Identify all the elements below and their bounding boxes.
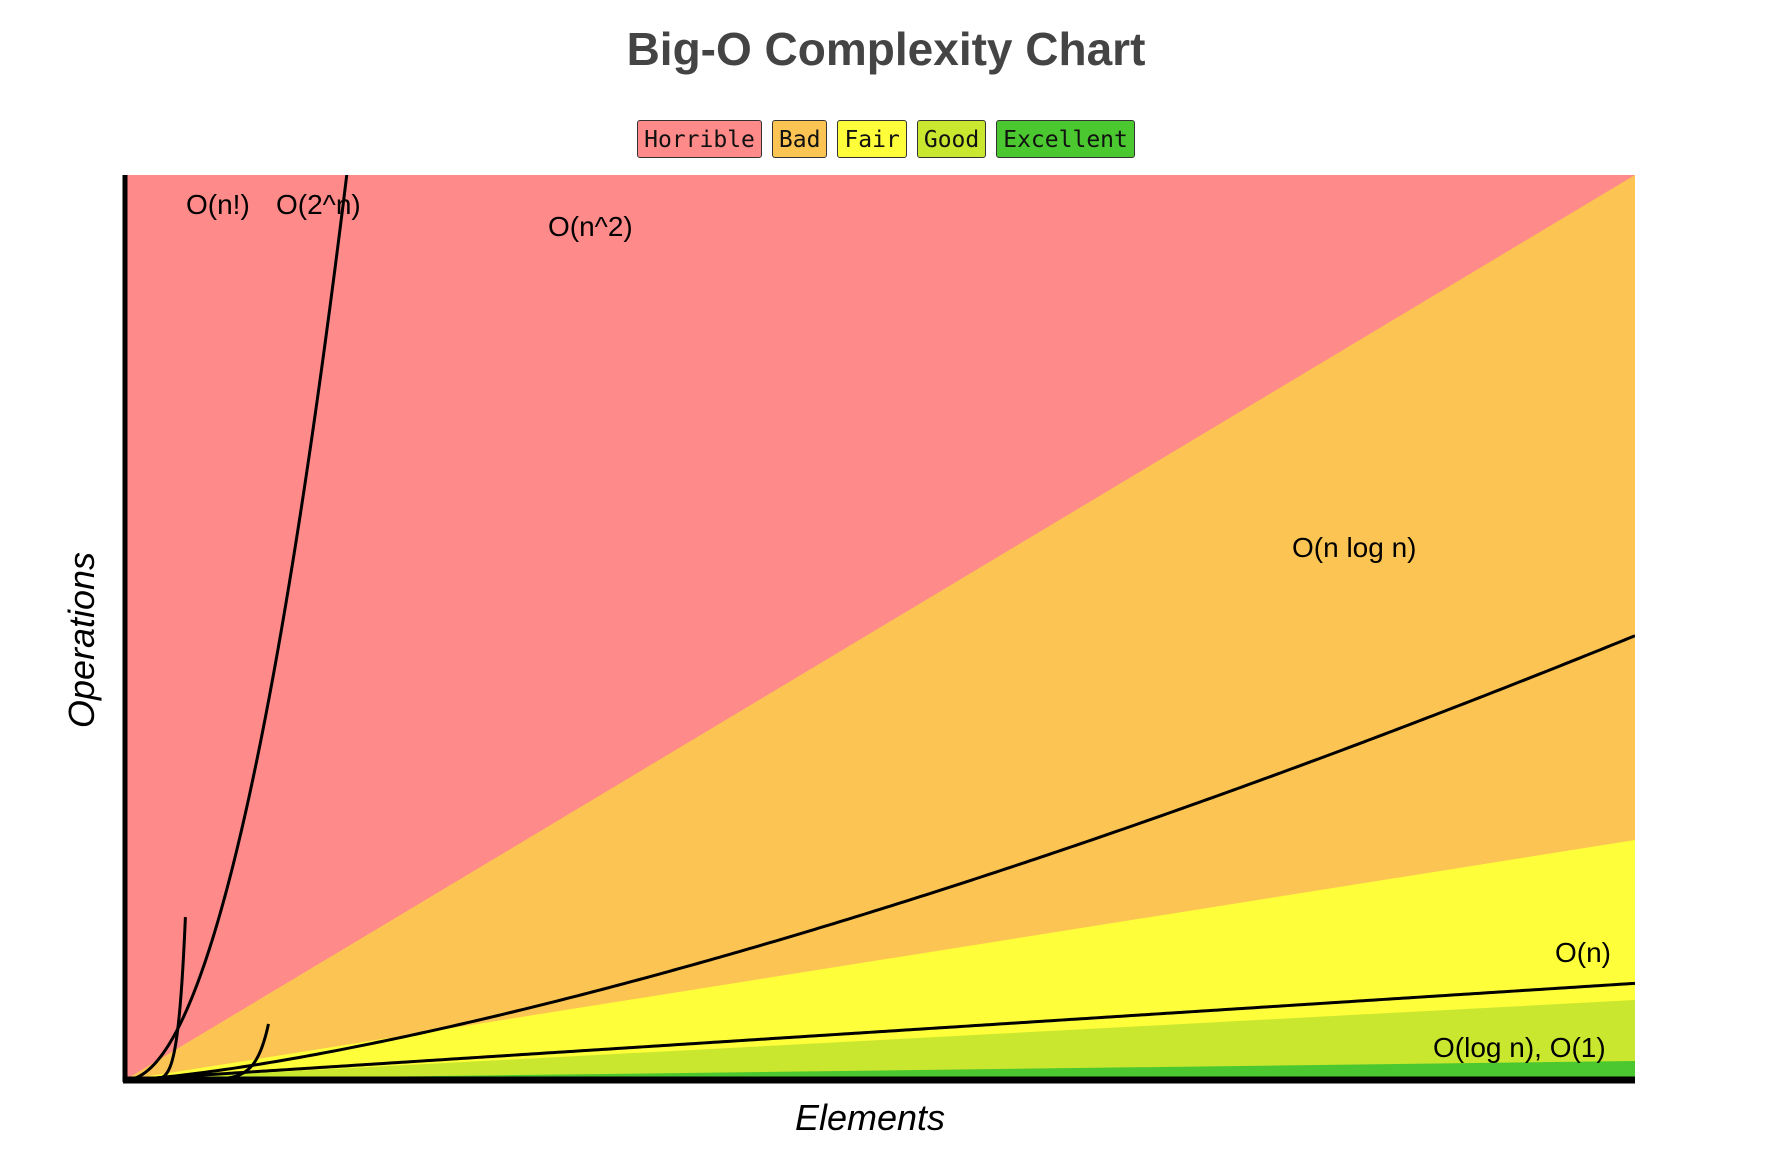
region-good [125, 1000, 1635, 1080]
curve-linear [125, 981, 1635, 1080]
legend-item-bad: Bad [771, 120, 828, 158]
label-factorial: O(n!) [186, 189, 250, 220]
label-log-constant: O(log n), O(1) [1433, 1032, 1606, 1063]
legend-item-good: Good [916, 120, 987, 158]
legend-item-horrible: Horrible [637, 120, 762, 158]
legend: Horrible Bad Fair Good Excellent [0, 120, 1772, 158]
y-axis-label: Operations [61, 552, 102, 728]
region-excellent [125, 1061, 1635, 1080]
legend-item-fair: Fair [837, 120, 907, 158]
curve-quadratic [125, 175, 349, 1080]
chart-title: Big-O Complexity Chart [626, 23, 1146, 75]
label-quadratic: O(n^2) [548, 211, 633, 242]
legend-item-excellent: Excellent [996, 120, 1135, 158]
label-linear: O(n) [1555, 937, 1611, 968]
label-exponential: O(2^n) [276, 189, 361, 220]
label-nlogn: O(n log n) [1292, 532, 1417, 563]
region-bad [125, 175, 1635, 1080]
x-axis-label: Elements [795, 1097, 945, 1138]
curve-nlogn [125, 634, 1635, 1080]
